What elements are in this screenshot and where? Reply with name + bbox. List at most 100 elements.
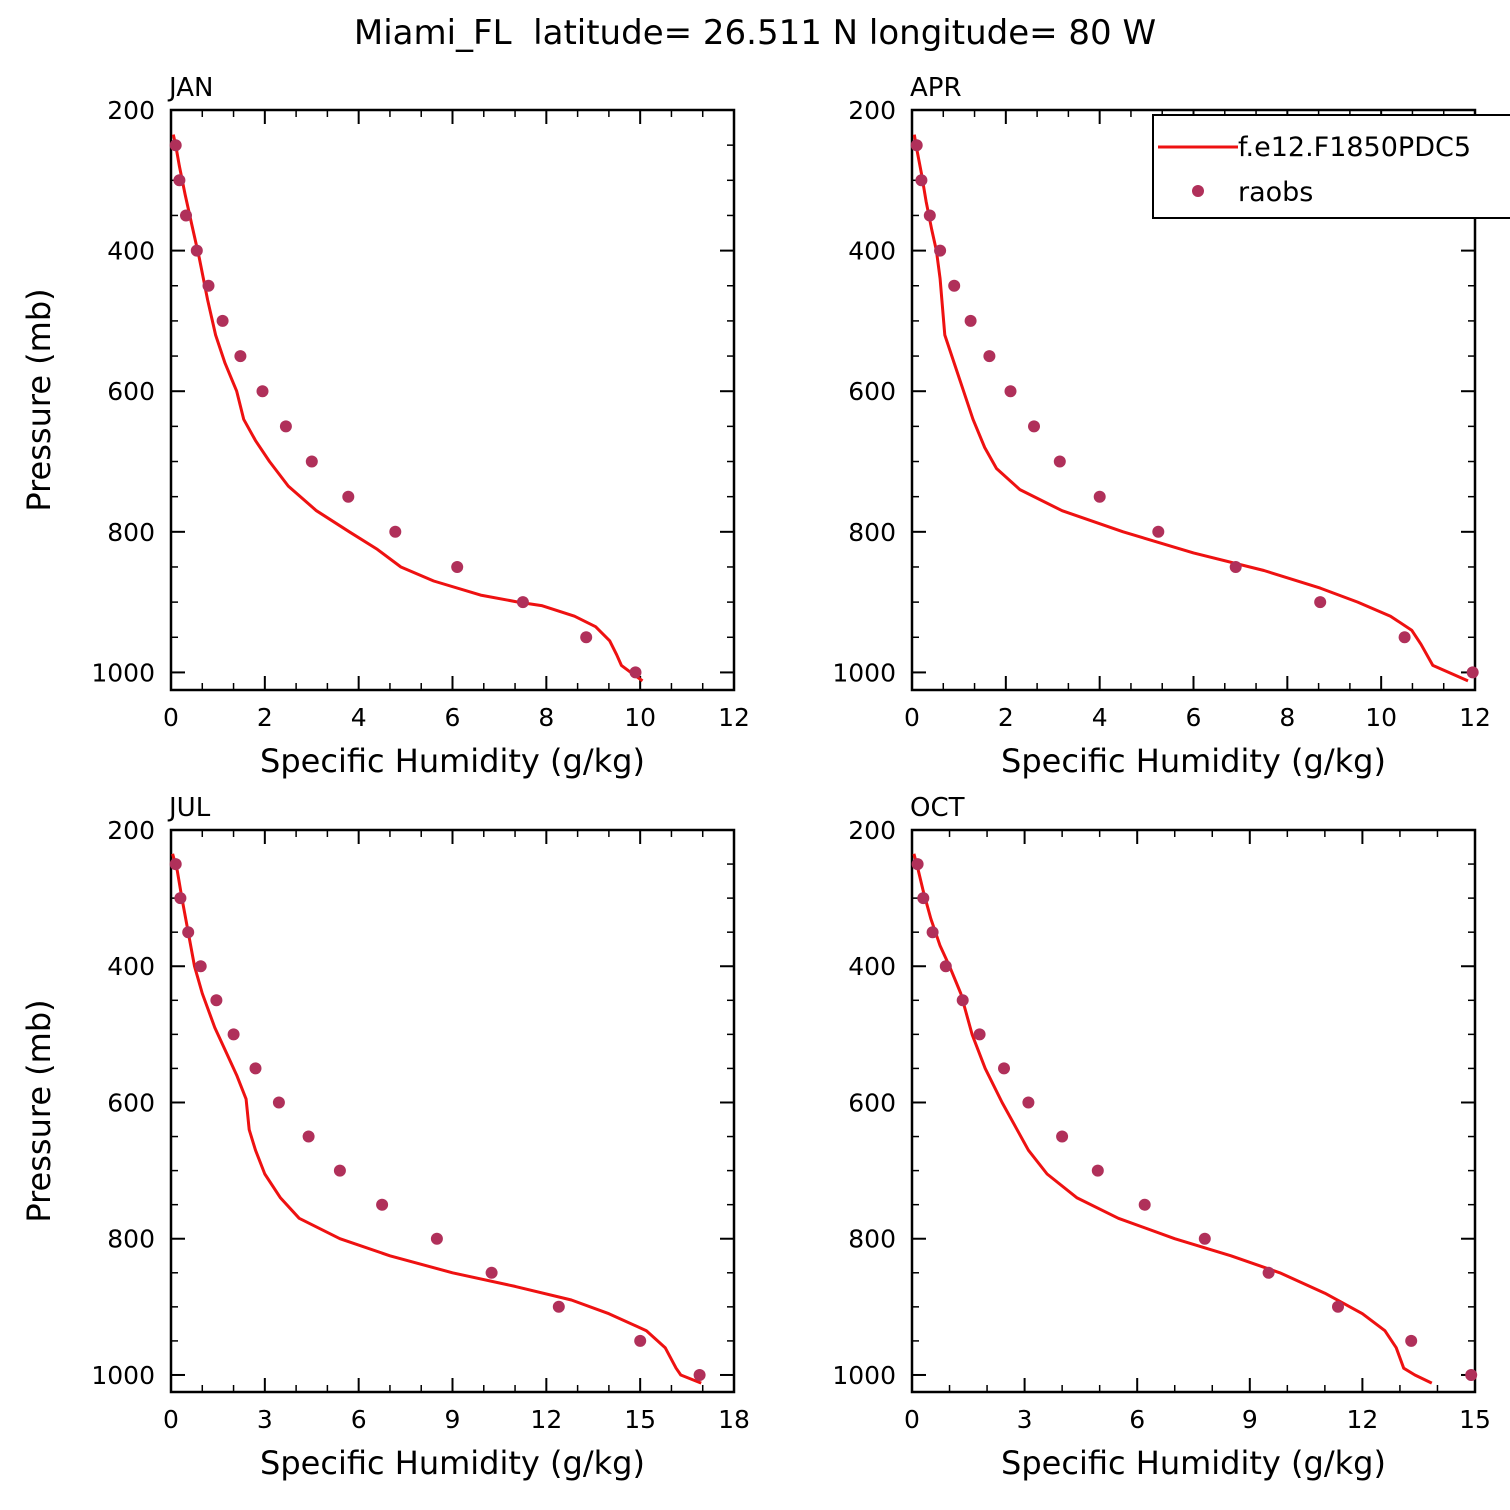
x-tick-label: 3 <box>1017 1405 1033 1434</box>
raobs-point <box>956 994 969 1007</box>
raobs-point <box>1198 1232 1211 1245</box>
x-tick-label: 2 <box>257 703 273 732</box>
raobs-point <box>1314 596 1327 609</box>
raobs-point <box>634 1334 647 1347</box>
x-tick-label: 9 <box>1242 1405 1258 1434</box>
raobs-point <box>580 631 593 644</box>
raobs-point <box>1465 1369 1478 1381</box>
raobs-point <box>190 244 203 257</box>
raobs-point <box>926 926 939 939</box>
raobs-point <box>948 279 961 292</box>
raobs-point <box>173 174 186 187</box>
raobs-point <box>1398 631 1411 644</box>
y-tick-label: 400 <box>107 952 155 981</box>
model-line <box>171 853 702 1385</box>
raobs-point <box>174 892 187 905</box>
raobs-point <box>998 1062 1010 1075</box>
y-tick-label: 600 <box>107 1088 155 1117</box>
x-axis-label: Specific Humidity (g/kg) <box>1001 742 1386 780</box>
raobs-point <box>1332 1300 1344 1313</box>
x-tick-label: 6 <box>445 703 461 732</box>
raobs-point <box>1093 490 1106 503</box>
raobs-point <box>693 1369 706 1381</box>
panel-label: JUL <box>167 793 211 823</box>
y-tick-label: 1000 <box>91 658 155 687</box>
x-tick-label: 4 <box>1092 703 1108 732</box>
raobs-point <box>1152 525 1165 538</box>
raobs-point <box>376 1198 389 1211</box>
raobs-point <box>910 139 923 152</box>
panel-apr: 0 2 4 6 8 10 12 200 400 600 800 1000 APR Specific Hum… <box>832 73 1491 780</box>
raobs-point <box>1056 1130 1069 1143</box>
raobs-point <box>1466 666 1479 679</box>
raobs-point <box>911 858 924 871</box>
raobs-point <box>939 960 952 973</box>
raobs-point <box>1091 1164 1104 1177</box>
legend-box <box>1152 114 1510 219</box>
y-tick-label: 600 <box>848 1088 896 1117</box>
raobs-point <box>973 1028 986 1041</box>
legend: f.e12.F1850PDC5 raobs <box>1152 114 1510 219</box>
raobs-point <box>964 314 977 327</box>
raobs-point <box>169 858 182 871</box>
y-tick-label: 1000 <box>832 658 896 687</box>
raobs-point <box>1028 420 1040 433</box>
model-line <box>912 853 1433 1385</box>
x-tick-label: 8 <box>538 703 554 732</box>
x-tick-label: 10 <box>624 703 656 732</box>
y-tick-label: 800 <box>107 1225 155 1254</box>
x-tick-label: 0 <box>163 1405 179 1434</box>
raobs-point <box>917 892 930 905</box>
raobs-point <box>249 1062 262 1075</box>
raobs-point <box>272 1096 285 1109</box>
raobs-point <box>342 490 355 503</box>
x-tick-label: 4 <box>351 703 367 732</box>
x-tick-label: 0 <box>163 703 179 732</box>
raobs-point <box>1405 1334 1418 1347</box>
y-tick-label: 200 <box>107 96 155 125</box>
x-tick-label: 6 <box>1186 703 1202 732</box>
raobs-point <box>216 314 229 327</box>
raobs-point <box>180 209 192 222</box>
raobs-point <box>234 350 247 363</box>
model-line <box>912 134 1469 683</box>
main-title: Miami_FL latitude= 26.511 N longitude= 8… <box>354 13 1156 53</box>
raobs-point <box>983 350 996 363</box>
x-tick-label: 6 <box>351 1405 367 1434</box>
x-tick-label: 8 <box>1279 703 1295 732</box>
x-tick-label: 0 <box>904 1405 920 1434</box>
x-tick-label: 12 <box>530 1405 562 1434</box>
raobs-point <box>451 561 464 573</box>
raobs-point <box>1229 561 1242 573</box>
y-tick-label: 800 <box>848 1225 896 1254</box>
y-tick-label: 600 <box>848 377 896 406</box>
panel-label: JAN <box>167 73 213 103</box>
y-tick-label: 200 <box>848 816 896 845</box>
y-tick-label: 1000 <box>91 1361 155 1390</box>
y-tick-label: 1000 <box>832 1361 896 1390</box>
panel-jan: 0 2 4 6 8 10 12 200 400 600 800 1000 JAN Specific Hum… <box>20 73 750 780</box>
y-tick-label: 400 <box>848 237 896 266</box>
raobs-point <box>1262 1266 1275 1279</box>
x-tick-label: 3 <box>257 1405 273 1434</box>
x-tick-label: 6 <box>1129 1405 1145 1434</box>
legend-obs-marker <box>1192 185 1204 197</box>
x-tick-label: 9 <box>445 1405 461 1434</box>
model-line <box>171 134 644 683</box>
raobs-point <box>333 1164 346 1177</box>
raobs-point <box>302 1130 315 1143</box>
raobs-point <box>915 174 928 187</box>
x-tick-label: 15 <box>1459 1405 1491 1434</box>
legend-model-label: f.e12.F1850PDC5 <box>1238 132 1471 163</box>
raobs-point <box>182 926 195 939</box>
raobs-point <box>194 960 207 973</box>
raobs-point <box>485 1266 498 1279</box>
raobs-point <box>1053 455 1066 468</box>
x-tick-label: 15 <box>624 1405 656 1434</box>
raobs-point <box>169 139 182 152</box>
panel-label: APR <box>910 73 962 103</box>
raobs-point <box>1138 1198 1151 1211</box>
raobs-point <box>552 1300 565 1313</box>
x-tick-label: 18 <box>718 1405 750 1434</box>
